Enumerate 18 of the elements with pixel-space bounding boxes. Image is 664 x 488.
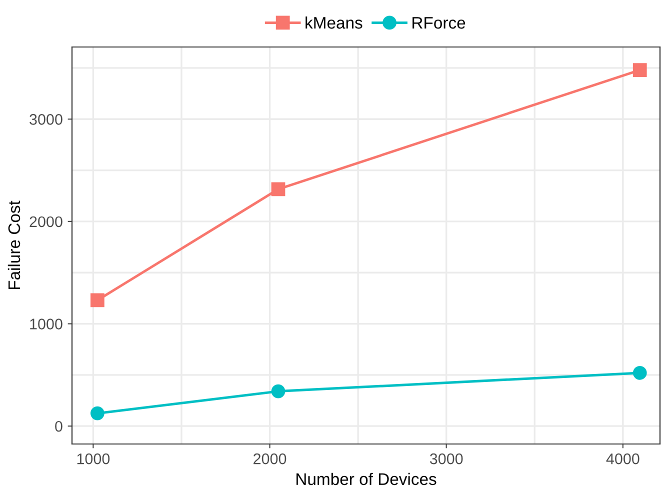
- legend-label: RForce: [412, 17, 466, 29]
- y-tick-label: 0: [55, 420, 62, 432]
- y-tick-label: 2000: [30, 216, 62, 228]
- y-tick-label: 3000: [30, 114, 62, 125]
- y-tick-label: 1000: [30, 318, 62, 330]
- x-tick-label: 3000: [430, 453, 463, 464]
- x-tick-label: 1000: [77, 453, 110, 464]
- point: [632, 63, 647, 77]
- y-axis-title: Failure Cost: [8, 200, 20, 290]
- x-tick-label: 2000: [254, 453, 286, 464]
- point: [271, 182, 286, 196]
- point: [90, 406, 104, 420]
- point: [90, 293, 104, 308]
- point: [632, 366, 647, 380]
- x-axis-title: Number of Devices: [296, 472, 436, 486]
- legend-label: kMeans: [306, 16, 362, 29]
- x-tick-label: 4000: [606, 453, 640, 464]
- point: [271, 384, 286, 398]
